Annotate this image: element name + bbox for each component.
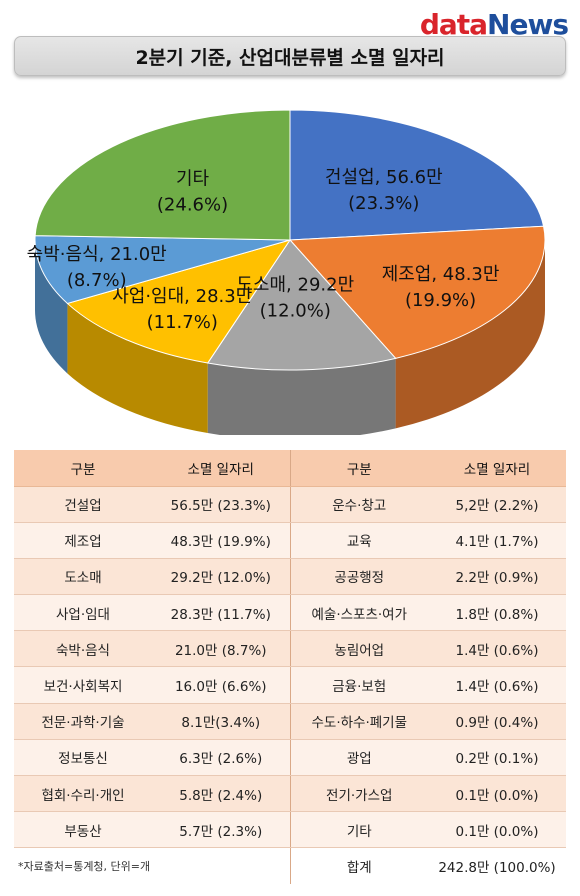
row-category-left: 정보통신	[14, 739, 152, 777]
pie-label-5-2: (24.6%)	[157, 195, 228, 216]
pie-slice-3	[66, 239, 292, 364]
pie-label-2-2: (12.0%)	[260, 301, 331, 322]
row-value-right: 0.1만 (0.0%)	[428, 775, 566, 813]
row-category-right: 공공행정	[289, 558, 428, 596]
row-category-right: 전기·가스업	[289, 775, 428, 813]
row-category-right: 금융·보험	[289, 666, 428, 704]
header-category-right: 구분	[289, 450, 428, 487]
row-value-left: 28.3만 (11.7%)	[152, 594, 290, 632]
row-category-left: 보건·사회복지	[14, 666, 152, 704]
row-value-right: 0.1만 (0.0%)	[428, 811, 566, 849]
pie-slice-2	[206, 239, 397, 371]
pie-label-5-1: 기타	[176, 169, 210, 190]
header-value-right: 소멸 일자리	[428, 450, 566, 487]
pie-slice-1	[288, 225, 546, 359]
pie-slice-5	[34, 109, 291, 241]
row-category-left: 전문·과학·기술	[14, 703, 152, 740]
row-category-right: 기타	[289, 811, 428, 849]
row-category-right: 운수·창고	[289, 486, 428, 523]
row-value-left: 8.1만(3.4%)	[152, 703, 290, 740]
logo-data-text: data	[419, 8, 488, 41]
pie-label-0-2: (23.3%)	[348, 193, 419, 214]
pie-label-1-2: (19.9%)	[405, 290, 476, 311]
table-body: 건설업 56.5만 (23.3%) 운수·창고 5,2만 (2.2%) 제조업 48.3만…	[14, 486, 566, 884]
total-value: 242.8만 (100.0%)	[428, 847, 566, 884]
row-category-right: 농림어업	[289, 630, 428, 668]
pie-label-4-1: 숙박·음식, 21.0만	[27, 244, 167, 265]
table-row: 보건·사회복지 16.0만 (6.6%) 금융·보험 1.4만 (0.6%)	[14, 666, 566, 704]
datanews-logo: dataNews	[419, 8, 569, 41]
table-row: 부동산 5.7만 (2.3%) 기타 0.1만 (0.0%)	[14, 811, 566, 849]
table-total-row: *자료출처=통계청, 단위=개 합계 242.8만 (100.0%)	[14, 847, 566, 884]
total-label: 합계	[289, 847, 428, 884]
row-value-left: 5.8만 (2.4%)	[152, 775, 290, 813]
row-value-left: 21.0만 (8.7%)	[152, 630, 290, 668]
pie-label-4-2: (8.7%)	[67, 270, 127, 291]
table-row: 정보통신 6.3만 (2.6%) 광업 0.2만 (0.1%)	[14, 739, 566, 777]
header-value-left: 소멸 일자리	[152, 450, 290, 487]
logo-news-text: News	[487, 8, 569, 41]
row-category-right: 교육	[289, 522, 428, 559]
row-value-left: 6.3만 (2.6%)	[152, 739, 290, 777]
pie-side-1	[395, 240, 545, 429]
pie-slice-4	[34, 235, 291, 304]
row-value-right: 2.2만 (0.9%)	[428, 558, 566, 596]
row-category-left: 숙박·음식	[14, 630, 152, 668]
pie-chart: 건설업, 56.6만 (23.3%) 제조업, 48.3만 (19.9%) 도소매, 2…	[27, 109, 546, 435]
pie-side-3	[67, 303, 208, 434]
pie-side-2	[207, 358, 396, 435]
row-value-right: 1.8만 (0.8%)	[428, 594, 566, 632]
row-category-left: 부동산	[14, 811, 152, 849]
table-row: 숙박·음식 21.0만 (8.7%) 농림어업 1.4만 (0.6%)	[14, 630, 566, 668]
row-category-right: 광업	[289, 739, 428, 777]
row-category-left: 사업·임대	[14, 594, 152, 632]
row-value-left: 56.5만 (23.3%)	[152, 486, 290, 523]
table-row: 전문·과학·기술 8.1만(3.4%) 수도·하수·폐기물 0.9만 (0.4%)	[14, 703, 566, 740]
pie-label-3-2: (11.7%)	[147, 312, 218, 333]
chart-title-bar: 2분기 기준, 산업대분류별 소멸 일자리	[14, 36, 566, 76]
row-category-left: 도소매	[14, 558, 152, 596]
row-value-right: 0.2만 (0.1%)	[428, 739, 566, 777]
row-value-right: 5,2만 (2.2%)	[428, 486, 566, 523]
pie-label-3-1: 사업·임대, 28.3만	[112, 286, 252, 307]
pie-label-0-1: 건설업, 56.6만	[325, 167, 443, 188]
pie-label-2-1: 도소매, 29.2만	[236, 275, 354, 296]
pie-label-1-1: 제조업, 48.3만	[382, 264, 500, 285]
row-value-right: 0.9만 (0.4%)	[428, 703, 566, 740]
table-row: 제조업 48.3만 (19.9%) 교육 4.1만 (1.7%)	[14, 522, 566, 559]
header-category-left: 구분	[14, 450, 152, 487]
row-category-right: 예술·스포츠·여가	[289, 594, 428, 632]
table-row: 협회·수리·개인 5.8만 (2.4%) 전기·가스업 0.1만 (0.0%)	[14, 775, 566, 813]
chart-title: 2분기 기준, 산업대분류별 소멸 일자리	[135, 46, 445, 69]
row-category-left: 제조업	[14, 522, 152, 559]
table-header-row: 구분 소멸 일자리 구분 소멸 일자리	[14, 450, 566, 487]
row-value-left: 29.2만 (12.0%)	[152, 558, 290, 596]
table-row: 사업·임대 28.3만 (11.7%) 예술·스포츠·여가 1.8만 (0.8%)	[14, 594, 566, 632]
row-category-left: 협회·수리·개인	[14, 775, 152, 813]
row-value-right: 4.1만 (1.7%)	[428, 522, 566, 559]
row-value-left: 48.3만 (19.9%)	[152, 522, 290, 559]
pie-slice-0	[289, 109, 545, 241]
row-value-right: 1.4만 (0.6%)	[428, 630, 566, 668]
job-loss-table: 구분 소멸 일자리 구분 소멸 일자리 건설업 56.5만 (23.3%) 운수·창…	[14, 450, 566, 884]
row-value-right: 1.4만 (0.6%)	[428, 666, 566, 704]
table-row: 건설업 56.5만 (23.3%) 운수·창고 5,2만 (2.2%)	[14, 486, 566, 523]
row-category-left: 건설업	[14, 486, 152, 523]
row-value-left: 16.0만 (6.6%)	[152, 666, 290, 704]
row-category-right: 수도·하수·폐기물	[289, 703, 428, 740]
table-row: 도소매 29.2만 (12.0%) 공공행정 2.2만 (0.9%)	[14, 558, 566, 596]
source-note: *자료출처=통계청, 단위=개	[14, 847, 290, 884]
row-value-left: 5.7만 (2.3%)	[152, 811, 290, 849]
